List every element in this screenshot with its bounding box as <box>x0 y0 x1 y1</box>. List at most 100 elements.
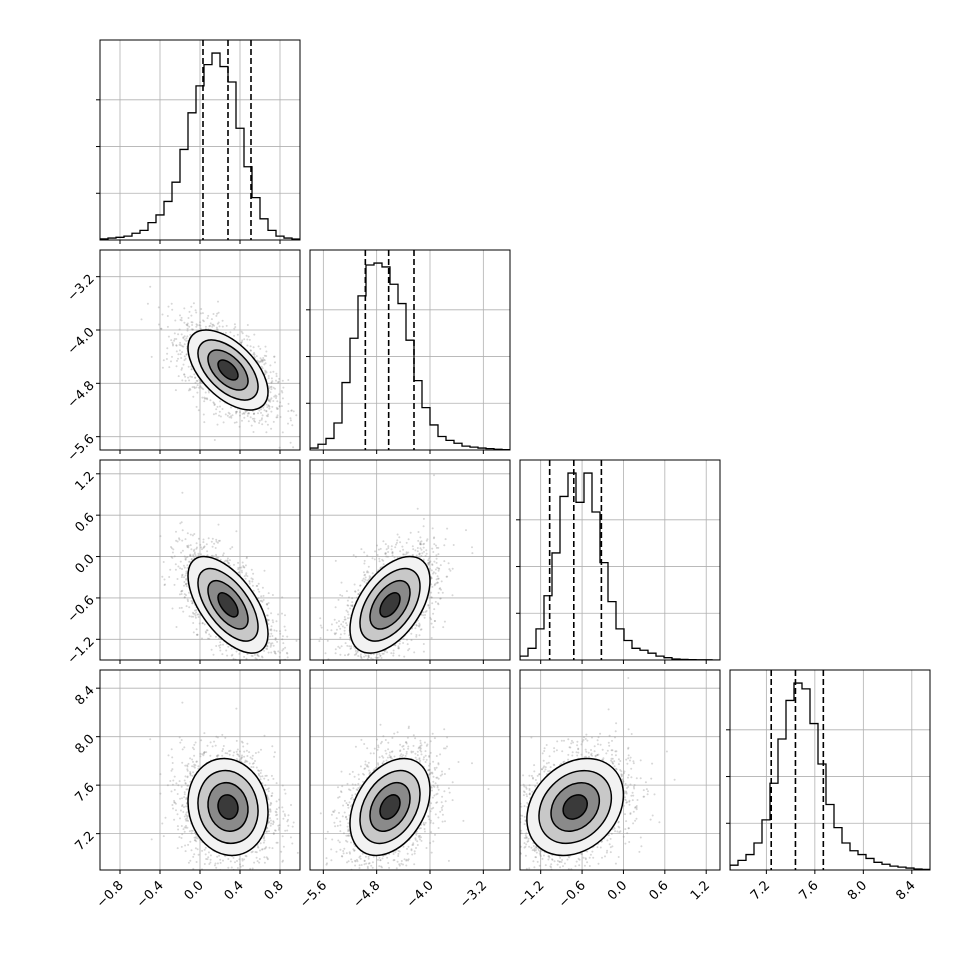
sample-point <box>248 579 251 582</box>
sample-point <box>251 580 254 583</box>
sample-point <box>250 349 252 352</box>
sample-point <box>185 594 187 597</box>
sample-point <box>174 319 177 322</box>
sample-point <box>291 424 294 427</box>
sample-point <box>279 632 282 635</box>
sample-point <box>246 324 249 326</box>
sample-point <box>221 325 224 328</box>
sample-point <box>224 331 227 334</box>
sample-point <box>252 353 255 356</box>
sample-point <box>274 637 277 640</box>
sample-point <box>216 312 219 315</box>
sample-point <box>202 319 204 322</box>
sample-point <box>201 312 204 315</box>
sample-point <box>412 548 415 551</box>
sample-point <box>186 335 189 338</box>
sample-point <box>257 345 260 348</box>
sample-point <box>381 558 384 561</box>
sample-point <box>278 393 281 396</box>
sample-point <box>281 649 284 652</box>
sample-point <box>185 585 188 588</box>
sample-point <box>435 546 438 549</box>
sample-point <box>267 619 270 622</box>
sample-point <box>265 603 268 606</box>
sample-point <box>228 562 230 565</box>
sample-point <box>244 577 247 580</box>
sample-point <box>168 366 171 369</box>
sample-point <box>413 651 416 654</box>
sample-point <box>196 633 199 636</box>
sample-point <box>267 377 270 380</box>
sample-point <box>278 655 281 658</box>
sample-point <box>222 554 224 557</box>
sample-point <box>183 584 185 587</box>
sample-point <box>270 427 273 430</box>
sample-point <box>215 326 218 329</box>
sample-point <box>268 387 271 389</box>
sample-point <box>195 311 198 314</box>
sample-point <box>248 338 251 341</box>
sample-point <box>179 560 182 563</box>
sample-point <box>201 622 204 625</box>
sample-point <box>186 564 189 567</box>
sample-point <box>192 550 195 552</box>
sample-point <box>273 355 276 358</box>
sample-point <box>430 596 433 599</box>
sample-point <box>269 371 272 374</box>
sample-point <box>182 337 185 339</box>
sample-point <box>219 643 222 646</box>
sample-point <box>378 652 381 655</box>
sample-point <box>194 554 197 557</box>
sample-point <box>191 602 194 605</box>
sample-point <box>174 389 177 392</box>
sample-point <box>177 333 180 336</box>
sample-point <box>382 540 385 543</box>
sample-point <box>266 415 269 418</box>
sample-point <box>337 645 340 648</box>
sample-point <box>185 583 188 585</box>
sample-point <box>185 605 188 608</box>
sample-point <box>273 395 276 398</box>
sample-point <box>407 649 410 652</box>
sample-point <box>213 403 216 406</box>
sample-point <box>435 557 438 560</box>
sample-point <box>202 547 205 549</box>
sample-point <box>419 536 422 539</box>
sample-point <box>190 365 193 368</box>
sample-point <box>176 359 178 362</box>
sample-point <box>196 380 199 382</box>
sample-point <box>195 405 198 408</box>
sample-point <box>219 405 221 408</box>
sample-point <box>217 556 220 559</box>
sample-point <box>384 543 387 546</box>
sample-point <box>430 618 433 621</box>
sample-point <box>181 589 184 592</box>
sample-point <box>259 357 262 360</box>
sample-point <box>190 314 193 317</box>
sample-point <box>265 410 268 412</box>
sample-point <box>208 637 211 640</box>
panel-1-1 <box>306 249 511 454</box>
sample-point <box>251 417 254 420</box>
sample-point <box>216 556 219 559</box>
sample-point <box>269 391 272 394</box>
sample-point <box>233 421 236 424</box>
sample-point <box>275 620 278 623</box>
sample-point <box>199 327 202 330</box>
sample-point <box>184 375 187 378</box>
sample-point <box>171 556 174 559</box>
sample-point <box>202 538 205 541</box>
sample-point <box>262 357 265 359</box>
sample-point <box>436 581 439 584</box>
sample-point <box>437 553 440 556</box>
sample-point <box>386 651 389 654</box>
sample-point <box>171 341 174 344</box>
sample-point <box>246 338 249 341</box>
sample-point <box>431 564 434 566</box>
sample-point <box>251 578 254 581</box>
sample-point <box>180 593 183 595</box>
sample-point <box>186 546 189 548</box>
sample-point <box>183 338 186 341</box>
sample-point <box>231 653 234 656</box>
sample-point <box>260 595 263 598</box>
